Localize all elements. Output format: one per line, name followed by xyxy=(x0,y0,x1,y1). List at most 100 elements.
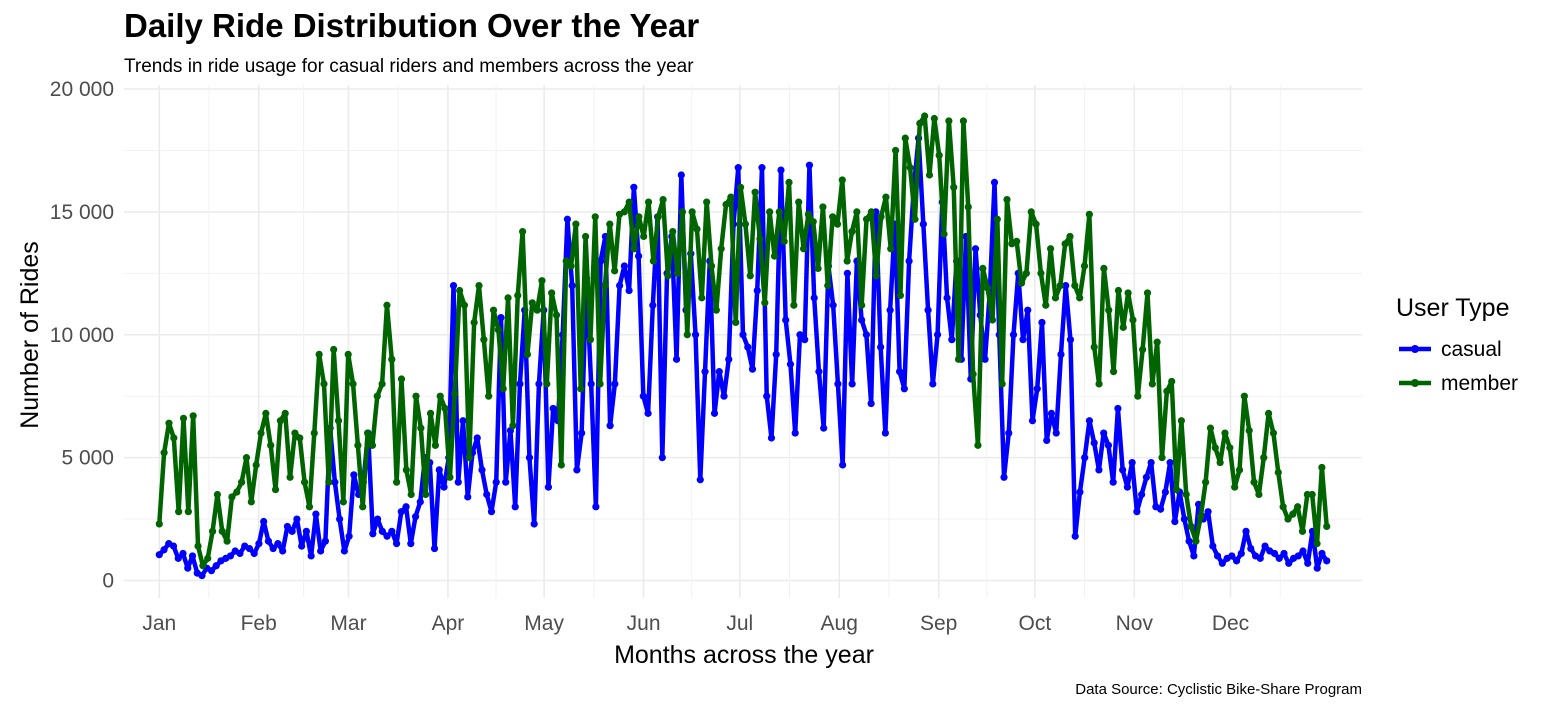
data-point-member xyxy=(674,269,682,277)
data-point-member xyxy=(896,291,905,300)
data-point-member xyxy=(872,272,880,280)
data-point-member xyxy=(1013,237,1021,245)
data-point-casual xyxy=(1109,478,1117,486)
data-point-member xyxy=(252,461,260,469)
x-tick-label: Aug xyxy=(821,612,858,635)
data-point-member xyxy=(494,326,502,334)
data-point-member xyxy=(683,331,691,339)
data-point-casual xyxy=(739,331,747,339)
data-point-casual xyxy=(198,571,206,580)
data-point-casual xyxy=(786,360,795,368)
data-point-casual xyxy=(1294,552,1302,560)
data-point-member xyxy=(460,301,469,309)
data-point-member xyxy=(475,282,483,290)
data-point-casual xyxy=(748,365,757,373)
data-point-casual xyxy=(791,429,799,437)
data-point-member xyxy=(393,478,401,486)
data-point-member xyxy=(814,264,822,272)
data-point-member xyxy=(640,232,648,241)
data-point-casual xyxy=(753,286,761,295)
data-point-member xyxy=(199,562,207,570)
data-point-casual xyxy=(492,478,500,486)
data-point-member xyxy=(887,245,895,253)
data-point-casual xyxy=(649,301,657,309)
x-axis-title: Months across the year xyxy=(614,641,874,669)
data-point-member xyxy=(523,350,532,359)
data-point-member xyxy=(780,237,788,245)
data-point-casual xyxy=(1052,429,1060,437)
data-point-casual xyxy=(1209,542,1217,550)
data-point-member xyxy=(334,417,343,425)
data-point-casual xyxy=(478,466,486,474)
data-point-member xyxy=(809,218,817,226)
data-point-member xyxy=(867,208,875,216)
data-point-member xyxy=(935,151,943,159)
data-point-member xyxy=(208,527,217,535)
data-point-casual xyxy=(720,392,728,400)
data-point-member xyxy=(1211,444,1219,452)
data-point-member xyxy=(1047,245,1055,253)
data-point-member xyxy=(1226,444,1234,452)
data-point-member xyxy=(470,318,478,327)
data-point-casual xyxy=(184,564,192,572)
data-point-member xyxy=(1323,522,1331,531)
data-point-casual xyxy=(867,399,875,408)
data-point-member xyxy=(959,117,968,125)
data-point-casual xyxy=(1005,429,1013,437)
data-point-member xyxy=(431,441,439,449)
data-point-casual xyxy=(288,527,296,535)
data-point-casual xyxy=(587,380,595,388)
data-point-casual xyxy=(298,542,306,550)
series-layer xyxy=(155,112,1331,580)
data-point-casual xyxy=(487,508,496,516)
data-point-member xyxy=(1139,345,1147,354)
data-point-casual xyxy=(226,552,235,560)
data-point-casual xyxy=(1275,554,1283,562)
data-point-member xyxy=(1022,269,1030,277)
data-point-casual xyxy=(1104,441,1113,449)
data-point-member xyxy=(770,252,779,260)
data-point-casual xyxy=(264,537,273,545)
data-point-casual xyxy=(473,434,481,442)
data-point-member xyxy=(1095,380,1103,388)
data-point-member xyxy=(179,414,188,422)
data-point-casual xyxy=(1313,564,1321,572)
data-point-member xyxy=(301,478,309,486)
data-point-casual xyxy=(174,554,182,562)
data-point-member xyxy=(829,213,837,221)
data-point-member xyxy=(213,490,222,499)
data-point-member xyxy=(693,225,701,233)
data-point-member xyxy=(1260,454,1268,462)
data-point-member xyxy=(1032,220,1040,228)
data-point-casual xyxy=(440,483,448,491)
x-tick-label: Apr xyxy=(432,612,465,635)
data-point-member xyxy=(916,119,924,127)
data-point-casual xyxy=(592,503,600,511)
data-point-member xyxy=(1240,392,1248,400)
data-point-casual xyxy=(369,530,377,538)
data-point-casual xyxy=(919,220,927,228)
data-point-casual xyxy=(1133,508,1141,516)
data-point-casual xyxy=(1147,458,1155,467)
data-point-member xyxy=(746,272,754,280)
data-point-casual xyxy=(274,540,282,548)
data-point-casual xyxy=(578,429,586,437)
data-point-casual xyxy=(483,490,491,499)
y-tick-label: 0 xyxy=(102,570,114,593)
data-point-casual xyxy=(616,282,624,290)
data-point-casual xyxy=(340,547,348,555)
data-point-casual xyxy=(877,343,885,351)
legend-label: member xyxy=(1441,372,1518,395)
data-point-member xyxy=(1090,343,1098,351)
data-point-casual xyxy=(383,532,391,540)
data-point-member xyxy=(233,488,241,496)
data-point-casual xyxy=(1071,532,1079,540)
data-point-member xyxy=(276,417,284,425)
data-point-member xyxy=(441,404,449,413)
data-point-casual xyxy=(1142,473,1150,481)
data-point-casual xyxy=(1081,454,1089,462)
data-point-casual xyxy=(1256,554,1264,562)
x-tick-label: Sep xyxy=(920,612,957,635)
data-point-casual xyxy=(454,478,462,486)
